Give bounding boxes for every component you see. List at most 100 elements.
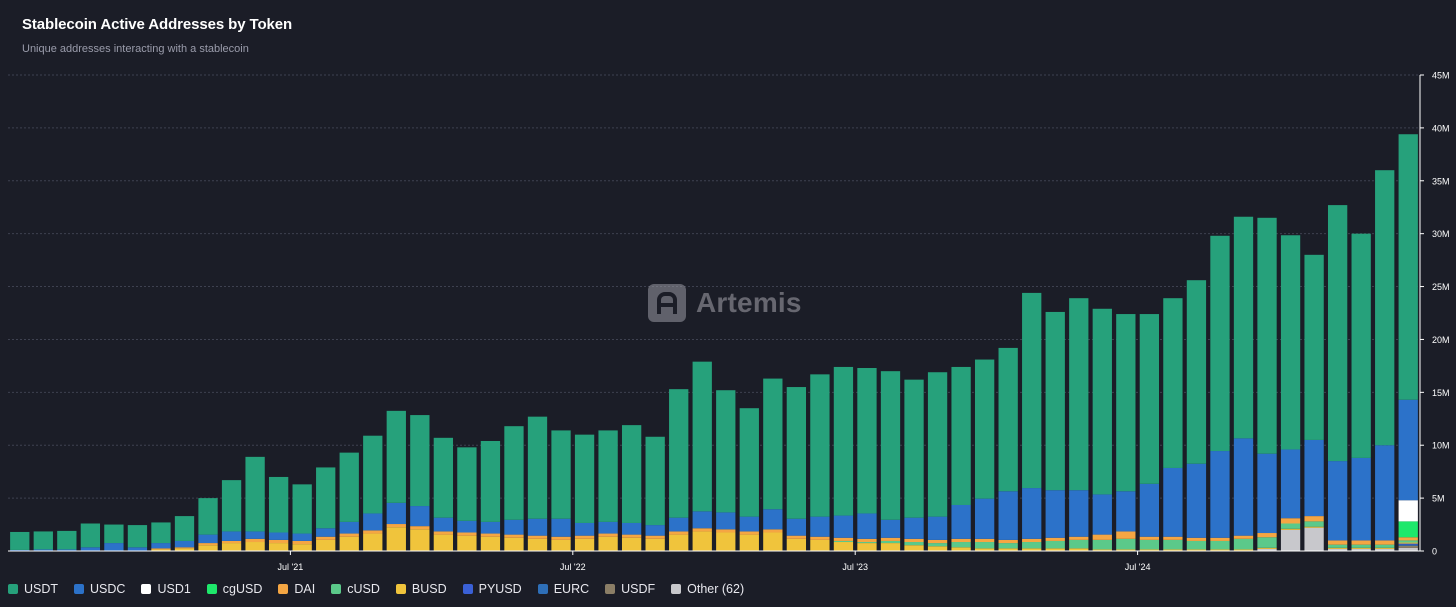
legend-swatch — [462, 584, 473, 594]
bar-segment-other-62 — [1327, 548, 1348, 551]
bar-segment-cusd — [1139, 539, 1160, 550]
bar-segment-usdt — [1327, 205, 1348, 462]
bar-segment-cusd — [927, 543, 948, 547]
bar-segment-dai — [1257, 533, 1277, 538]
bar-segment-dai — [786, 535, 807, 539]
bar-stack — [904, 379, 924, 551]
bar-segment-busd — [1351, 547, 1371, 549]
bar-segment-dai — [268, 539, 289, 544]
legend-item[interactable]: USDF — [605, 582, 655, 596]
legend-item[interactable]: Other (62) — [671, 582, 744, 596]
bar-segment-usdt — [1022, 292, 1042, 489]
bar-stack — [833, 366, 854, 551]
bar-segment-usdt — [1304, 254, 1324, 440]
bar-segment-busd — [151, 549, 171, 551]
bar-segment-other-62 — [1351, 548, 1371, 551]
bar-segment-dai — [551, 536, 571, 540]
bar-segment-usdt — [574, 434, 595, 523]
bar-segment-usdt — [669, 389, 689, 518]
bar-segment-dai — [339, 533, 359, 537]
bar-segment-dai — [951, 538, 971, 543]
bar-segment-dai — [1327, 540, 1348, 545]
bar-segment-usdc — [998, 491, 1018, 540]
bar-segment-dai — [410, 526, 430, 530]
bar-segment-dai — [645, 535, 665, 539]
bar-segment-dai — [1045, 537, 1065, 541]
legend-item[interactable]: EURC — [537, 582, 590, 596]
bar-segment-busd — [833, 542, 854, 551]
bar-stack — [1186, 280, 1207, 551]
bar-segment-usdt — [1351, 233, 1371, 458]
bar-segment-usdc — [433, 517, 454, 532]
bar-segment-usdc — [410, 506, 430, 527]
bar-segment-usd1 — [1398, 500, 1418, 522]
bar-segment-other-62 — [1304, 527, 1324, 551]
legend-label: USD1 — [157, 582, 191, 596]
bar-segment-busd — [1210, 549, 1230, 551]
bar-segment-busd — [504, 537, 524, 551]
bar-segment-usdc — [104, 543, 124, 551]
bar-segment-busd — [1304, 526, 1324, 528]
bar-segment-usdc — [1233, 438, 1254, 536]
bar-segment-usdc — [1116, 491, 1136, 532]
bar-segment-cusd — [1257, 537, 1277, 548]
legend-item[interactable]: USDT — [8, 582, 58, 596]
bar-segment-dai — [598, 533, 618, 537]
bar-segment-usdt — [316, 467, 336, 529]
bar-segment-pyusd — [1398, 543, 1418, 545]
bar-segment-usdt — [457, 447, 477, 521]
bar-segment-usdt — [692, 361, 712, 512]
bar-segment-usdc — [174, 540, 195, 548]
bar-segment-busd — [1045, 548, 1065, 551]
bar-segment-dai — [151, 548, 171, 550]
bar-segment-usdc — [33, 549, 53, 551]
bar-segment-usdc — [316, 528, 336, 537]
bar-segment-busd — [1375, 547, 1395, 549]
bar-segment-usdc — [480, 521, 501, 534]
bar-stack — [1210, 235, 1230, 551]
bar-segment-usdt — [504, 426, 524, 520]
bar-segment-cusd — [880, 540, 901, 544]
legend-item[interactable]: USD1 — [141, 582, 191, 596]
bar-segment-busd — [410, 529, 430, 551]
legend-item[interactable]: BUSD — [395, 582, 447, 596]
bar-segment-usdt — [1092, 308, 1112, 495]
bar-stack — [1116, 314, 1136, 551]
bar-segment-usdf — [1398, 545, 1418, 548]
bar-segment-usdc — [692, 511, 712, 529]
chart-subtitle: Unique addresses interacting with a stab… — [22, 43, 249, 55]
x-tick-label: Jul '21 — [278, 562, 304, 572]
bar-segment-cusd — [1375, 544, 1395, 548]
bar-segment-cusd — [1186, 540, 1207, 550]
bar-segment-usdc — [974, 498, 995, 539]
legend-label: BUSD — [411, 582, 447, 596]
legend-item[interactable]: cUSD — [331, 582, 380, 596]
bar-segment-usdt — [810, 374, 830, 517]
bar-segment-other-62 — [1375, 548, 1395, 551]
legend-item[interactable]: DAI — [278, 582, 315, 596]
bar-segment-usdt — [221, 480, 242, 532]
legend-label: USDC — [90, 582, 126, 596]
legend-item[interactable]: PYUSD — [462, 582, 522, 596]
bar-segment-cusd — [1327, 544, 1348, 548]
bar-segment-busd — [598, 536, 618, 551]
bar-segment-cusd — [1045, 540, 1065, 549]
bar-segment-usdc — [1139, 483, 1160, 537]
y-tick-label: 30M — [1432, 229, 1450, 239]
bar-segment-usdc — [339, 521, 359, 534]
bar-segment-dai — [1375, 540, 1395, 545]
bar-segment-usdt — [104, 524, 124, 544]
bar-segment-busd — [810, 539, 830, 551]
bar-segment-cusd — [857, 542, 877, 544]
bar-segment-busd — [316, 539, 336, 551]
bar-segment-usdt — [974, 359, 995, 499]
bar-segment-dai — [480, 533, 501, 537]
legend-item[interactable]: cgUSD — [206, 582, 262, 596]
bar-segment-dai — [927, 539, 948, 544]
legend-swatch — [206, 584, 217, 594]
legend-item[interactable]: USDC — [74, 582, 125, 596]
legend-label: EURC — [553, 582, 590, 596]
bar-segment-usdt — [10, 531, 30, 550]
bar-segment-busd — [1116, 549, 1136, 551]
